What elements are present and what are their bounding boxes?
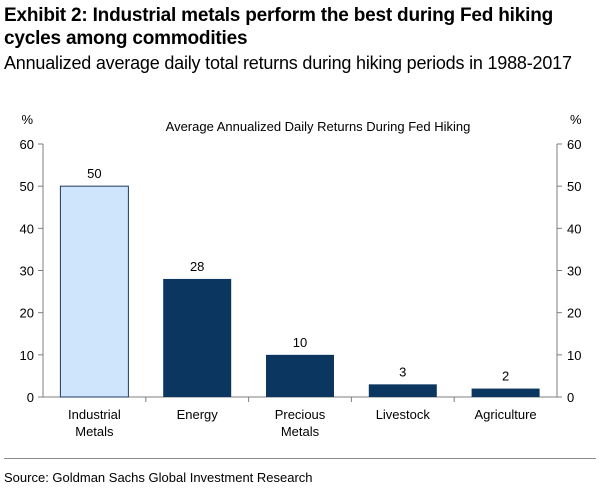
y-tick-label-right: 60 bbox=[567, 137, 581, 152]
page-subtitle: Annualized average daily total returns d… bbox=[4, 53, 572, 73]
bar-series bbox=[59, 185, 540, 398]
bar-value-label: 2 bbox=[502, 369, 509, 384]
x-tick-label: Livestock bbox=[376, 407, 431, 422]
bar bbox=[59, 185, 129, 398]
bar bbox=[163, 278, 232, 397]
x-tick-label: Energy bbox=[177, 407, 219, 422]
y-tick-label-right: 30 bbox=[567, 264, 581, 279]
bar-value-label: 50 bbox=[87, 166, 101, 181]
y-tick-label-right: 50 bbox=[567, 179, 581, 194]
y-tick-label-left: 20 bbox=[20, 306, 34, 321]
y-tick-label-left: 30 bbox=[20, 264, 34, 279]
x-tick-label: Agriculture bbox=[475, 407, 537, 422]
source-note: Source: Goldman Sachs Global Investment … bbox=[4, 470, 313, 485]
y-tick-label-left: 50 bbox=[20, 179, 34, 194]
x-tick-label: Precious bbox=[275, 407, 326, 422]
y-tick-label-right: 40 bbox=[567, 221, 581, 236]
data-labels: 50 28 10 3 2 bbox=[87, 166, 509, 383]
chart-axes bbox=[38, 143, 562, 402]
y-tick-label-left: 40 bbox=[20, 221, 34, 236]
chart-title: Average Annualized Daily Returns During … bbox=[166, 119, 471, 134]
y-axis-tick-labels: 0 0 10 10 20 20 30 30 40 40 50 50 60 60 bbox=[20, 137, 582, 405]
bar bbox=[471, 388, 540, 397]
x-axis-tick-labels: Industrial Metals Energy Precious Metals Live… bbox=[68, 407, 537, 439]
bar-value-label: 3 bbox=[399, 364, 406, 379]
x-tick-label: Industrial bbox=[68, 407, 121, 422]
y-axis-unit-right: % bbox=[570, 112, 582, 127]
y-tick-label-left: 60 bbox=[20, 137, 34, 152]
y-tick-label-left: 10 bbox=[20, 348, 34, 363]
x-tick-label: Metals bbox=[281, 424, 320, 439]
y-axis-unit-left: % bbox=[21, 112, 33, 127]
bar-value-label: 28 bbox=[190, 259, 204, 274]
bar bbox=[368, 384, 437, 397]
footer-divider bbox=[4, 458, 596, 459]
y-tick-label-right: 20 bbox=[567, 306, 581, 321]
bar bbox=[266, 354, 334, 397]
page-title: Exhibit 2: Industrial metals perform the… bbox=[4, 5, 554, 49]
x-tick-label: Metals bbox=[75, 424, 114, 439]
y-tick-label-right: 0 bbox=[567, 390, 574, 405]
y-tick-label-right: 10 bbox=[567, 348, 581, 363]
bar-value-label: 10 bbox=[293, 335, 307, 350]
bar-chart: Average Annualized Daily Returns During … bbox=[20, 112, 582, 439]
y-tick-label-left: 0 bbox=[27, 390, 34, 405]
